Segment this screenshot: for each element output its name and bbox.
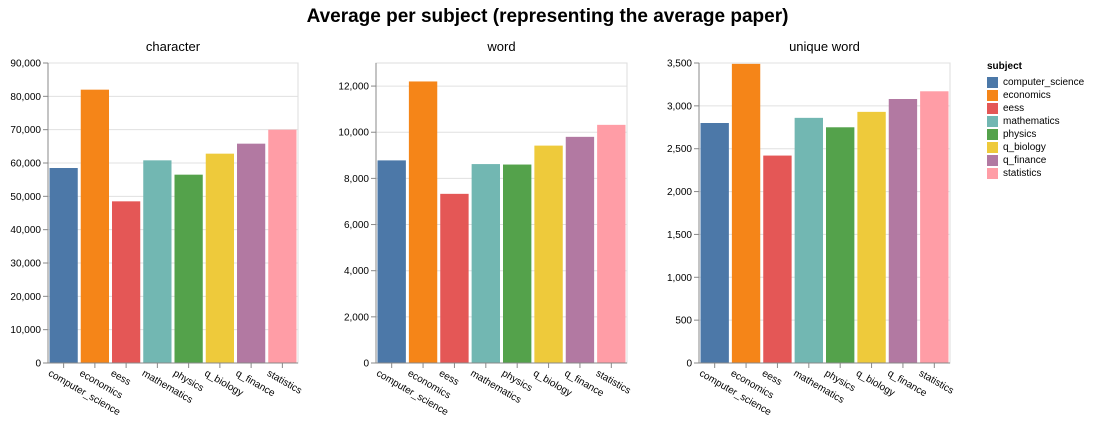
y-tick-label: 0: [686, 359, 692, 370]
bar-statistics: [597, 124, 626, 363]
y-tick-label: 0: [35, 359, 41, 370]
bar-mathematics: [143, 160, 172, 363]
bar-statistics: [268, 129, 297, 363]
legend-item-q_finance: q_finance: [987, 154, 1084, 167]
legend-item-eess: eess: [987, 102, 1084, 115]
bar-physics: [174, 174, 203, 363]
bar-eess: [112, 201, 141, 363]
y-tick-label: 2,000: [344, 312, 369, 323]
bar-mathematics: [794, 117, 823, 363]
y-tick-label: 500: [675, 316, 692, 327]
legend: subject computer_science economics eess mat…: [987, 61, 1084, 180]
panel-title: word: [486, 39, 515, 54]
bar-q_finance: [237, 143, 266, 363]
legend-swatch: [987, 77, 998, 88]
y-tick-label: 1,000: [667, 273, 692, 284]
y-tick-label: 3,500: [667, 59, 692, 70]
legend-swatch: [987, 90, 998, 101]
bar-q_biology: [205, 153, 234, 363]
legend-item-economics: economics: [987, 89, 1084, 102]
panel-title: character: [146, 39, 201, 54]
legend-swatch: [987, 142, 998, 153]
legend-swatch: [987, 168, 998, 179]
bar-q_biology: [857, 111, 886, 363]
legend-label: economics: [1003, 90, 1051, 101]
bar-q_finance: [565, 136, 595, 363]
legend-item-statistics: statistics: [987, 167, 1084, 180]
bar-eess: [440, 193, 469, 363]
y-tick-label: 0: [363, 359, 369, 370]
y-tick-label: 2,500: [667, 144, 692, 155]
y-tick-label: 3,000: [667, 101, 692, 112]
chart-title: Average per subject (representing the av…: [306, 6, 789, 27]
legend-swatch: [987, 155, 998, 166]
legend-item-q_biology: q_biology: [987, 141, 1084, 154]
bar-computer_science: [377, 160, 406, 363]
legend-item-physics: physics: [987, 128, 1084, 141]
bar-mathematics: [471, 164, 500, 363]
legend-label: q_finance: [1003, 155, 1047, 166]
legend-label: computer_science: [1003, 77, 1085, 88]
bar-eess: [763, 155, 792, 363]
bar-computer_science: [49, 168, 78, 363]
y-tick-label: 12,000: [338, 82, 369, 93]
y-tick-label: 30,000: [10, 259, 41, 270]
legend-label: physics: [1003, 129, 1037, 140]
bar-statistics: [920, 91, 949, 364]
legend-title: subject: [987, 61, 1023, 72]
bar-economics: [408, 81, 438, 363]
legend-label: mathematics: [1003, 116, 1060, 127]
legend-swatch: [987, 116, 998, 127]
bar-physics: [826, 127, 855, 364]
panel-title: unique word: [789, 39, 860, 54]
y-tick-label: 60,000: [10, 159, 41, 170]
legend-label: q_biology: [1003, 142, 1046, 153]
y-tick-label: 2,000: [667, 187, 692, 198]
chart-panel-0: 0 10,000 20,000 30,000 40,000 50,000 60,000 70,…: [10, 39, 303, 418]
bar-physics: [503, 164, 532, 363]
y-tick-label: 90,000: [10, 59, 41, 70]
y-tick-label: 10,000: [10, 325, 41, 336]
y-tick-label: 10,000: [338, 128, 369, 139]
legend-swatch: [987, 129, 998, 140]
legend-item-computer_science: computer_science: [987, 76, 1084, 89]
y-tick-label: 70,000: [10, 125, 41, 136]
legend-swatch: [987, 103, 998, 114]
bar-economics: [731, 63, 761, 363]
bar-economics: [80, 89, 109, 364]
y-tick-label: 8,000: [344, 174, 369, 185]
bar-q_biology: [534, 145, 563, 363]
y-tick-label: 1,500: [667, 230, 692, 241]
y-tick-label: 4,000: [344, 266, 369, 277]
bar-q_finance: [888, 99, 918, 363]
legend-label: eess: [1003, 103, 1025, 114]
chart-panel-1: 02,0004,0006,0008,00010,00012,000compute…: [338, 39, 632, 418]
chart-panel-2: 05001,0001,5002,0002,5003,0003,500comput…: [667, 39, 956, 418]
y-tick-label: 40,000: [10, 225, 41, 236]
y-tick-label: 50,000: [10, 192, 41, 203]
bar-computer_science: [700, 123, 729, 363]
legend-item-mathematics: mathematics: [987, 115, 1084, 128]
y-tick-label: 20,000: [10, 292, 41, 303]
legend-label: statistics: [1003, 168, 1042, 179]
y-tick-label: 80,000: [10, 92, 41, 103]
y-tick-label: 6,000: [344, 220, 369, 231]
